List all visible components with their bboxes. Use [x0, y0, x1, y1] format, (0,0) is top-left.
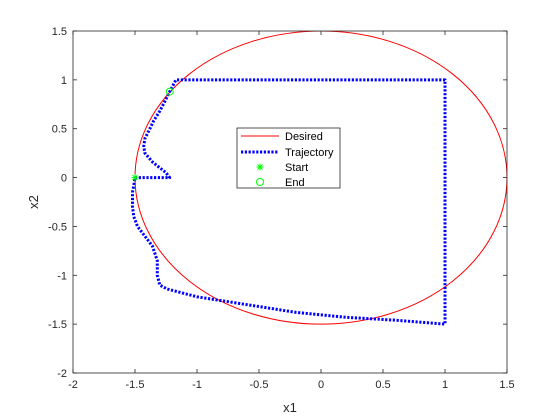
- x-axis-label: x1: [283, 400, 297, 415]
- legend-end-marker: [256, 178, 264, 186]
- legend-desired-label: Desired: [285, 131, 323, 143]
- legend: Desired Trajectory Start End: [236, 127, 341, 189]
- plot-area: [73, 31, 507, 373]
- legend-start-label: Start: [285, 162, 308, 174]
- x-axis: -2 -1.5 -1 -0.5 0 0.5 1 1.5: [68, 31, 515, 391]
- y-tick-label: 1: [61, 75, 67, 87]
- y-tick-label: 0: [61, 173, 67, 185]
- y-axis-label: x2: [26, 195, 41, 209]
- asterisk-stroke: [257, 164, 263, 170]
- start-marker: [131, 174, 139, 182]
- x-tick-label: -0.5: [250, 379, 269, 391]
- x-tick-label: -1: [192, 379, 202, 391]
- end-marker: [165, 87, 174, 96]
- legend-end-label: End: [285, 177, 305, 189]
- y-tick-label: -1: [57, 270, 67, 282]
- x-tick-label: 1.5: [499, 379, 514, 391]
- y-tick-label: 0.5: [52, 124, 67, 136]
- y-tick-label: -0.5: [48, 221, 67, 233]
- plot-box: [72, 30, 508, 374]
- legend-start-marker: [256, 163, 264, 171]
- asterisk-stroke: [132, 174, 138, 181]
- x-tick-label: 0: [318, 379, 324, 391]
- legend-trajectory-label: Trajectory: [285, 147, 334, 159]
- y-tick-label: -2: [57, 368, 67, 380]
- y-axis: -2 -1.5 -1 -0.5 0 0.5 1 1.5: [48, 26, 507, 380]
- x-tick-label: 0.5: [375, 379, 390, 391]
- y-tick-label: -1.5: [48, 319, 67, 331]
- series-layer: [131, 31, 507, 326]
- y-tick-label: 1.5: [52, 26, 67, 38]
- legend-box: [236, 127, 341, 189]
- x-tick-label: 1: [442, 379, 448, 391]
- x-tick-label: -1.5: [126, 379, 145, 391]
- x-tick-label: -2: [68, 379, 78, 391]
